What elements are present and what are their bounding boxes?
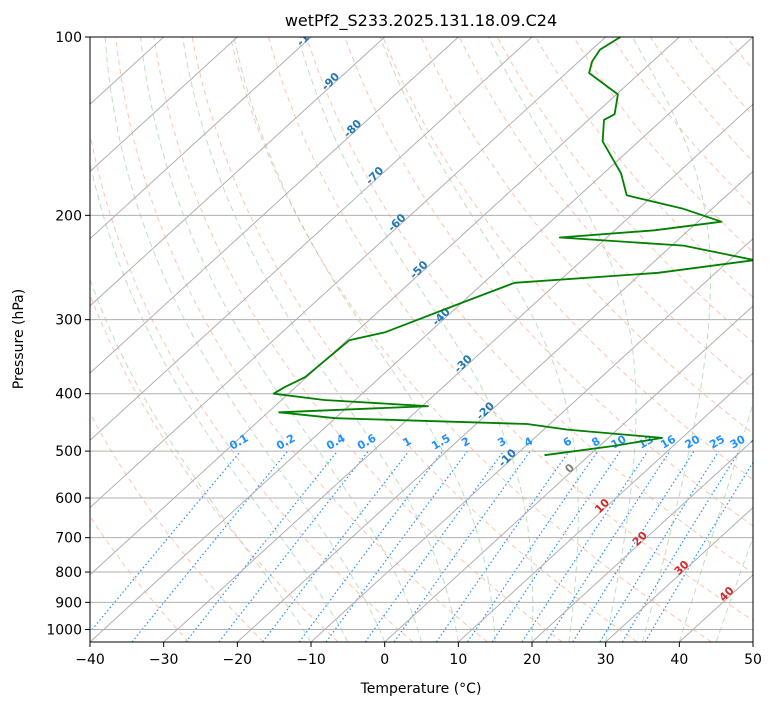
plot-frame xyxy=(89,36,754,643)
moist-adiabat-line xyxy=(104,37,386,642)
moist-adiabat-line xyxy=(631,37,711,642)
moist-adiabat-line xyxy=(182,37,459,642)
dry-adiabat-line xyxy=(90,412,264,642)
isotherm-line xyxy=(384,305,753,642)
mixing-ratio-line xyxy=(545,450,671,642)
mixing-ratio-line xyxy=(572,450,695,642)
moist-adiabat-line xyxy=(715,535,753,642)
y-tick-label: 700 xyxy=(55,531,82,547)
dry-adiabat-line xyxy=(268,37,753,622)
y-axis: 100 200 300 400 500 600 700 800 900 1000 xyxy=(46,30,90,638)
isotherm-line xyxy=(531,439,753,642)
isotherm-line xyxy=(90,37,607,509)
x-tick-label: 40 xyxy=(670,652,688,668)
x-axis-label: Temperature (°C) xyxy=(360,681,482,697)
isotherm-line xyxy=(90,37,312,240)
isotherm-line xyxy=(90,37,753,642)
mixing-ratio-lines xyxy=(90,450,753,642)
mixing-ratio-line xyxy=(435,450,570,642)
isotherm-line xyxy=(310,237,753,642)
y-axis-label: Pressure (hPa) xyxy=(11,289,27,389)
x-tick-label: −30 xyxy=(149,652,179,668)
x-tick-label: 20 xyxy=(523,652,541,668)
mixing-ratio-line xyxy=(262,450,410,642)
y-tick-label: 900 xyxy=(55,595,82,611)
x-axis: −40 −30 −20 −10 0 10 20 30 40 50 xyxy=(75,642,762,668)
chart-title: wetPf2_S233.2025.131.18.09.C24 xyxy=(285,11,557,31)
mixing-ratio-line xyxy=(364,450,505,642)
mixing-ratio-label: 36 xyxy=(748,432,768,451)
mixing-ratio-line xyxy=(491,450,621,642)
profiles xyxy=(272,37,753,457)
mixing-ratio-line xyxy=(521,450,649,642)
moist-adiabat-line xyxy=(379,37,579,642)
mixing-ratio-line xyxy=(298,450,444,642)
x-tick-label: 30 xyxy=(597,652,615,668)
y-tick-label: 600 xyxy=(55,491,82,507)
dry-adiabat-line xyxy=(496,37,753,344)
isotherm-line xyxy=(163,103,753,642)
plot-area: 0.10.20.40.611.52346810131620253036-100-… xyxy=(90,20,768,642)
isotherm-line xyxy=(90,37,459,374)
y-tick-label: 500 xyxy=(55,444,82,460)
isotherm-line xyxy=(90,37,533,442)
dry-adiabat-line xyxy=(191,37,638,642)
mixing-ratio-line xyxy=(621,450,740,642)
x-tick-label: −20 xyxy=(223,652,253,668)
moist-adiabat-line xyxy=(297,37,534,642)
y-tick-label: 800 xyxy=(55,565,82,581)
isotherm-line xyxy=(605,506,753,642)
y-tick-label: 100 xyxy=(55,30,82,46)
dewpoint-line xyxy=(272,37,753,457)
y-tick-label: 400 xyxy=(55,387,82,403)
mixing-ratio-line xyxy=(90,450,242,633)
dry-adiabat-line xyxy=(153,37,563,642)
x-tick-label: 10 xyxy=(449,652,467,668)
isotherm-line xyxy=(236,170,753,642)
isotherm-line xyxy=(457,372,753,642)
dry-adiabat-line xyxy=(90,515,190,642)
isotherm-line xyxy=(90,37,238,173)
x-tick-label: 0 xyxy=(380,652,389,668)
isotherm-line xyxy=(90,37,680,576)
isotherm-gridlines xyxy=(90,37,753,642)
mixing-ratio-line xyxy=(131,450,289,642)
y-tick-label: 200 xyxy=(55,208,82,224)
mixing-ratio-line xyxy=(185,450,339,642)
y-tick-label: 1000 xyxy=(46,622,82,638)
dry-adiabat-line xyxy=(90,293,339,642)
dry-adiabat-line xyxy=(115,37,488,642)
dry-adiabat-line xyxy=(458,37,753,389)
moist-adiabat-line xyxy=(90,160,349,642)
moist-adiabat-line xyxy=(140,37,422,642)
moist-adiabat-line xyxy=(678,401,753,642)
moist-adiabat-line xyxy=(233,37,496,642)
mixing-ratio-line xyxy=(325,450,468,642)
moist-adiabat-line xyxy=(487,37,637,642)
mixing-ratio-line xyxy=(466,450,599,642)
isobar-gridlines xyxy=(90,37,753,630)
isotherm-line xyxy=(90,37,386,307)
y-tick-label: 300 xyxy=(55,313,82,329)
x-tick-label: −10 xyxy=(296,652,326,668)
isotherm-label: -100 xyxy=(294,20,323,49)
x-tick-label: −40 xyxy=(75,652,105,668)
dry-adiabat-line xyxy=(306,37,753,574)
x-tick-label: 50 xyxy=(744,652,762,668)
